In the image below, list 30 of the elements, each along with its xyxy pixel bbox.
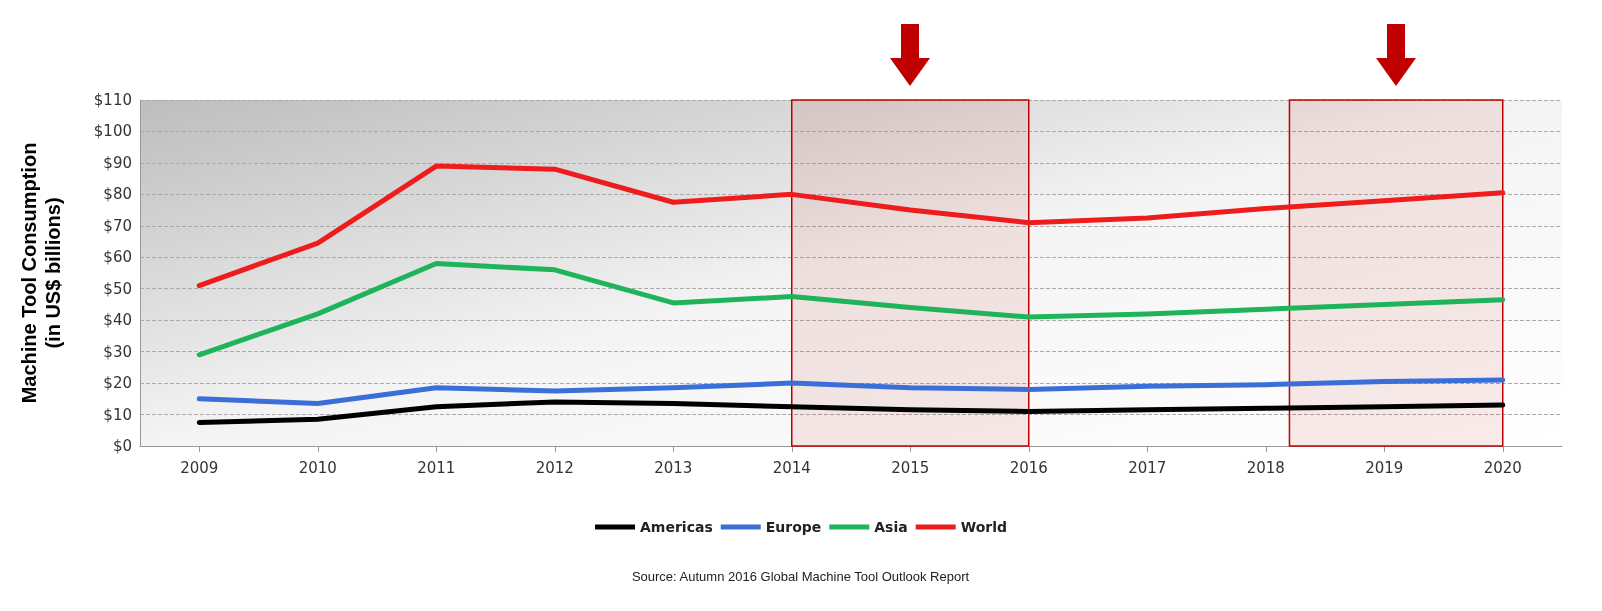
x-tick-label: 2016	[1009, 458, 1048, 477]
x-tick-label: 2018	[1246, 458, 1285, 477]
y-tick-label: $70	[103, 216, 132, 235]
source-note: Source: Autumn 2016 Global Machine Tool Outlook Report	[631, 569, 970, 584]
x-tick-label: 2020	[1483, 458, 1522, 477]
y-tick-label: $10	[103, 405, 132, 424]
y-tick-label: $20	[103, 374, 132, 393]
y-tick-label: $40	[103, 311, 132, 330]
legend-label: Asia	[874, 519, 908, 535]
x-tick-label: 2012	[535, 458, 574, 477]
y-tick-label: $100	[93, 122, 132, 141]
x-tick-label: 2010	[298, 458, 337, 477]
y-tick-label: $60	[103, 248, 132, 267]
legend-label: Europe	[765, 519, 822, 535]
y-tick-label: $110	[93, 91, 132, 109]
legend-label: World	[960, 519, 1007, 535]
x-tick-label: 2013	[654, 458, 693, 477]
x-tick-label: 2015	[891, 458, 930, 477]
legend-label: Americas	[640, 519, 713, 535]
x-tick-label: 2009	[180, 458, 219, 477]
y-tick-label: $80	[103, 185, 132, 204]
y-tick-label: $90	[103, 153, 132, 172]
x-tick-label: 2014	[772, 458, 811, 477]
x-tick-label: 2011	[417, 458, 456, 477]
x-tick-label: 2019	[1365, 458, 1404, 477]
y-axis-title: Machine Tool Consumption (in US$ billions)	[18, 142, 64, 404]
x-tick-label: 2017	[1128, 458, 1167, 477]
y-tick-label: $30	[103, 342, 132, 361]
y-tick-label: $0	[112, 437, 132, 455]
y-tick-label: $50	[103, 279, 132, 298]
